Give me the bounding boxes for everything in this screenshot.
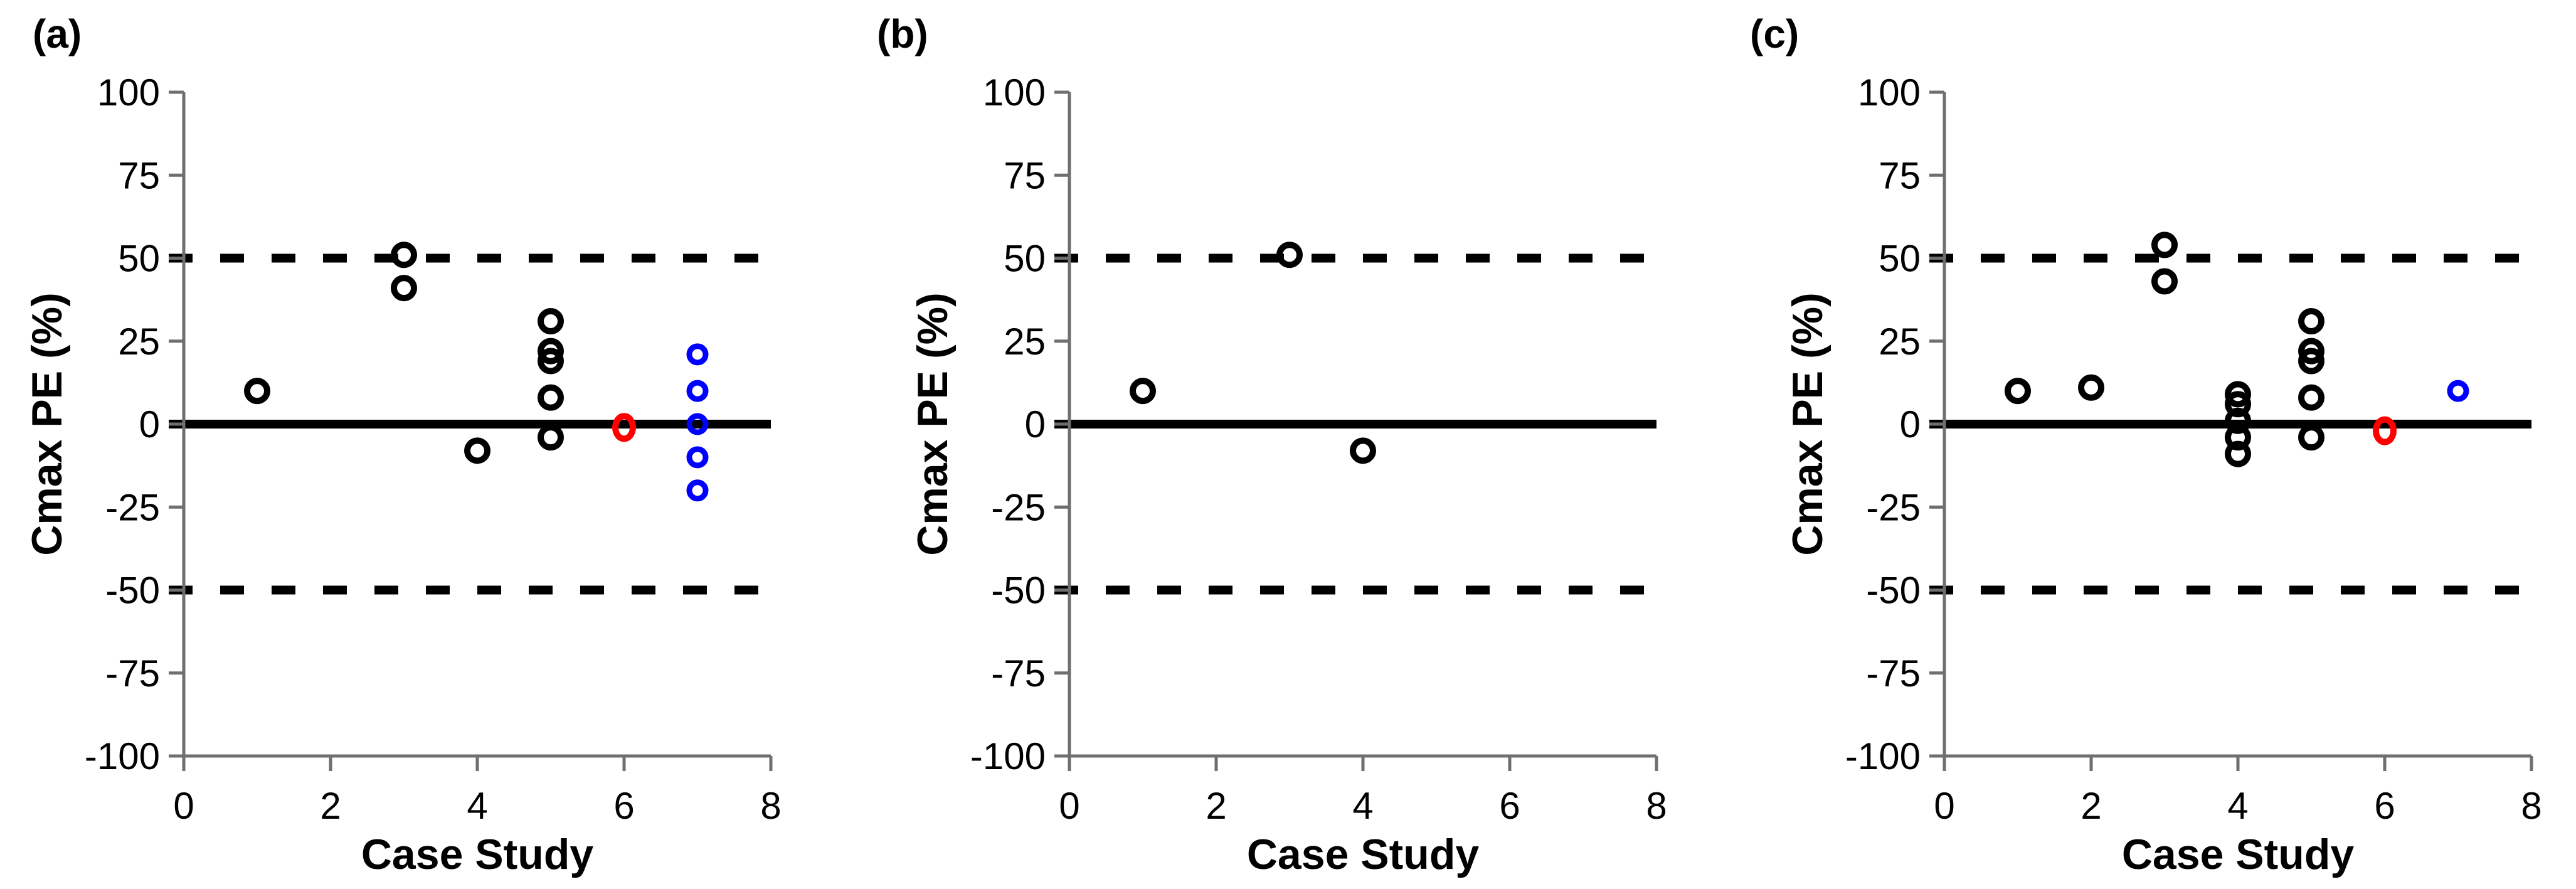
y-tick-label: -50 [1866, 570, 1921, 612]
x-tick-label: 8 [1646, 785, 1667, 827]
y-tick-label: 100 [1858, 72, 1921, 114]
y-tick-label: -50 [105, 570, 160, 612]
x-tick-label: 4 [467, 785, 487, 827]
y-tick-label: 75 [1004, 154, 1046, 196]
y-tick-label: 50 [118, 238, 160, 280]
y-tick-label: -25 [105, 486, 160, 528]
data-point-black-open-circles [2225, 381, 2251, 408]
y-axis-label-b: Cmax PE (%) [909, 292, 957, 556]
data-point-black-open-circles [2151, 232, 2178, 258]
y-axis-label-c: Cmax PE (%) [1784, 292, 1831, 556]
x-tick-label: 4 [1352, 785, 1373, 827]
x-axis-label-b: Case Study [1246, 831, 1480, 878]
y-tick-label: 75 [118, 154, 160, 196]
data-point-black-open-circles [2078, 374, 2104, 401]
data-point-black-open-circles [244, 378, 270, 405]
y-tick-label: -100 [970, 735, 1046, 777]
y-tick-label: 25 [118, 321, 160, 363]
data-point-red-open-circle [612, 413, 636, 442]
x-tick-label: 6 [613, 785, 634, 827]
x-axis-label-a: Case Study [361, 831, 594, 878]
data-point-black-open-circles [2298, 384, 2324, 411]
y-tick-label: -50 [991, 570, 1046, 612]
y-tick-label: -75 [105, 652, 160, 695]
y-tick-label: -25 [1866, 486, 1921, 528]
data-point-black-open-circles [2151, 268, 2178, 295]
panel-label-b: (b) [877, 11, 928, 56]
x-tick-label: 6 [1499, 785, 1520, 827]
x-tick-label: 8 [760, 785, 781, 827]
data-point-black-open-circles [464, 437, 490, 464]
y-tick-label: 75 [1879, 154, 1921, 196]
data-point-black-open-circles [1350, 437, 1376, 464]
y-tick-label: 50 [1879, 238, 1921, 280]
y-tick-label: 100 [97, 72, 160, 114]
x-tick-label: 4 [2227, 785, 2248, 827]
x-tick-label: 6 [2374, 785, 2395, 827]
x-tick-label: 0 [1934, 785, 1954, 827]
data-point-black-open-circles [2298, 338, 2324, 365]
y-tick-label: -100 [85, 735, 160, 777]
x-tick-label: 2 [1206, 785, 1226, 827]
y-tick-label: 0 [1025, 403, 1046, 445]
data-point-black-open-circles [538, 308, 564, 335]
data-point-black-open-circles [2005, 378, 2031, 405]
data-point-black-open-circles [538, 338, 564, 365]
data-point-black-open-circles [1130, 378, 1156, 405]
data-point-black-open-circles [2225, 391, 2251, 418]
y-tick-label: -75 [991, 652, 1046, 695]
data-point-blue-open-circles [686, 343, 709, 366]
x-tick-label: 0 [1059, 785, 1079, 827]
data-point-black-open-circles [391, 275, 417, 302]
panel-plot-b: -100 -75 -50 -25 0 25 50 75 100 0 2 4 6 8 [970, 72, 1667, 827]
x-tick-label: 2 [320, 785, 341, 827]
panel-label-c: (c) [1750, 11, 1799, 56]
data-point-black-open-circles [2225, 407, 2251, 434]
data-point-black-open-circles [538, 424, 564, 451]
y-tick-label: 0 [1900, 403, 1921, 445]
y-tick-label: 100 [983, 72, 1046, 114]
y-tick-label: -75 [1866, 652, 1921, 695]
x-axis-label-c: Case Study [2121, 831, 2355, 878]
data-point-red-open-circle [2373, 416, 2397, 445]
y-tick-label: 50 [1004, 238, 1046, 280]
y-tick-label: 0 [139, 403, 160, 445]
x-tick-label: 2 [2080, 785, 2101, 827]
data-point-black-open-circles [391, 242, 417, 269]
data-point-black-open-circles [2298, 424, 2324, 451]
data-point-black-open-circles [2225, 424, 2251, 451]
data-point-blue-open-circles [686, 413, 709, 435]
data-point-blue-open-circle [2447, 380, 2469, 402]
y-tick-label: 25 [1879, 321, 1921, 363]
data-point-black-open-circles [2225, 440, 2251, 467]
y-tick-label: 25 [1004, 321, 1046, 363]
panel-plot-a: -100 -75 -50 -25 0 25 50 75 100 0 2 4 6 8 [85, 72, 782, 827]
y-axis-label-a: Cmax PE (%) [23, 292, 71, 556]
panel-label-a: (a) [33, 11, 82, 56]
data-point-blue-open-circles [686, 479, 709, 502]
panel-plot-c: -100 -75 -50 -25 0 25 50 75 100 0 2 4 6 8 [1845, 72, 2542, 827]
y-tick-label: -25 [991, 486, 1046, 528]
x-tick-label: 0 [173, 785, 194, 827]
data-point-blue-open-circles [686, 446, 709, 469]
data-point-black-open-circles [2298, 348, 2324, 375]
y-tick-label: -100 [1845, 735, 1921, 777]
data-point-black-open-circles [538, 348, 564, 375]
data-point-black-open-circles [538, 384, 564, 411]
data-point-black-open-circles [1276, 242, 1303, 269]
data-point-black-open-circles [2298, 308, 2324, 335]
data-point-blue-open-circles [686, 380, 709, 402]
x-tick-label: 8 [2521, 785, 2542, 827]
